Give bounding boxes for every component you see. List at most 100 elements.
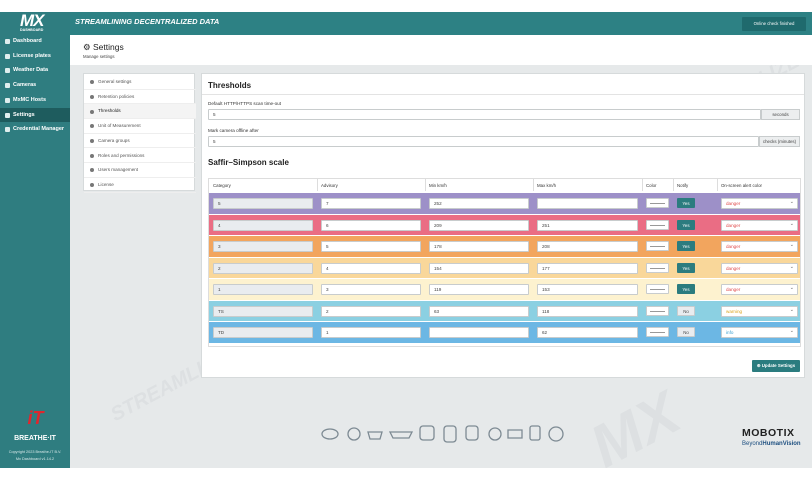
color-swatch	[650, 246, 665, 247]
cell-input[interactable]: 208	[537, 241, 638, 252]
color-swatch	[650, 289, 665, 290]
update-button[interactable]: ⊕ Update Settings	[752, 360, 800, 372]
logo-sub: DASHBOARD	[20, 28, 44, 32]
menu-item[interactable]: Thresholds	[84, 104, 196, 120]
nav-item[interactable]: Settings	[0, 108, 70, 122]
category-input[interactable]: 1	[213, 284, 313, 295]
category-input[interactable]: 3	[213, 241, 313, 252]
scale-table: Category Advisory Min km/h Max km/h Color Not…	[208, 178, 801, 347]
nav-item[interactable]: Cameras	[0, 78, 70, 92]
status-button[interactable]: Online check finished	[742, 17, 806, 31]
alert-select[interactable]: danger ⌄	[721, 198, 798, 209]
alert-select[interactable]: danger ⌄	[721, 241, 798, 252]
menu-item[interactable]: General settings	[84, 75, 196, 90]
category-input[interactable]: 2	[213, 262, 313, 274]
nav-item[interactable]: Dashboard	[0, 34, 70, 48]
mobotix-brand: MOBOTIX	[742, 427, 795, 439]
menu-item[interactable]: Camera groups	[84, 134, 196, 149]
category-input[interactable]: 5	[213, 198, 313, 209]
cell-input[interactable]: 7	[321, 198, 421, 209]
color-picker[interactable]	[646, 305, 669, 316]
alert-select[interactable]: info ⌄	[721, 327, 798, 338]
menu-icon	[90, 80, 94, 85]
color-picker[interactable]	[646, 198, 669, 208]
nav-item[interactable]: Credential Manager	[0, 122, 70, 136]
alert-select[interactable]: danger ⌄	[721, 219, 798, 231]
nav-item[interactable]: Weather Data	[0, 63, 70, 77]
color-picker[interactable]	[646, 262, 669, 273]
cell-input[interactable]: 1	[321, 327, 421, 338]
camera-icons	[321, 425, 564, 443]
field-input[interactable]: 5	[208, 136, 759, 147]
page-subtitle: Manage settings	[83, 54, 115, 59]
settings-menu: General settings Retention policies Thresh…	[83, 73, 196, 193]
cell-input[interactable]: 251	[537, 219, 638, 231]
color-swatch	[650, 310, 665, 312]
color-picker[interactable]	[646, 219, 669, 230]
version: Mx Dashboard v1.14.2	[15, 457, 55, 461]
cell-input[interactable]: 178	[429, 241, 529, 252]
alert-select[interactable]: danger ⌄	[721, 284, 798, 295]
cell-input[interactable]: 4	[321, 262, 421, 274]
cell-input[interactable]	[429, 327, 529, 338]
cell-input[interactable]: 3	[321, 284, 421, 295]
nav-label: Credential Manager	[13, 126, 65, 132]
table-row: 5 7 252 Yes danger ⌄	[209, 192, 800, 214]
category-input[interactable]: TD	[213, 327, 313, 338]
category-input[interactable]: 4	[213, 219, 313, 231]
notify-button[interactable]: Yes	[677, 241, 695, 251]
cell-input[interactable]: 209	[429, 219, 529, 231]
category-input[interactable]: TS	[213, 305, 313, 317]
select-arrow: ⌄	[789, 242, 794, 248]
cell-input[interactable]: 2	[321, 305, 421, 317]
copyright: Copyright 2023 Breathe-IT B.V.	[8, 450, 62, 454]
section-title: Thresholds	[208, 81, 252, 90]
menu-label: General settings	[98, 79, 132, 84]
cell-input[interactable]: 177	[537, 262, 638, 274]
table-row: 2 4 154 177 Yes danger ⌄	[209, 256, 800, 278]
slogan-b: HumanVision	[762, 441, 801, 447]
notify-button[interactable]: Yes	[677, 284, 695, 294]
top-bar	[70, 12, 812, 35]
nav-item[interactable]: License plates	[0, 49, 70, 63]
nav-icon	[5, 97, 10, 103]
menu-item[interactable]: Roles and permissions	[84, 149, 196, 164]
cell-input[interactable]: 154	[429, 262, 529, 274]
field-input[interactable]: 5	[208, 109, 761, 120]
color-picker[interactable]	[646, 241, 669, 251]
color-picker[interactable]	[646, 284, 669, 294]
notify-button[interactable]: No	[677, 327, 695, 337]
alert-select[interactable]: danger ⌄	[721, 262, 798, 274]
notify-button[interactable]: Yes	[677, 198, 695, 208]
update-label: Update Settings	[761, 363, 796, 368]
nav-item[interactable]: MxMC Hosts	[0, 93, 70, 107]
cell-input[interactable]: 252	[429, 198, 529, 209]
cell-input[interactable]: 153	[537, 284, 638, 295]
color-picker[interactable]	[646, 327, 669, 337]
cell-input[interactable]: 118	[537, 305, 638, 317]
menu-item[interactable]: Unit of Measurement	[84, 119, 196, 134]
column-rule	[673, 179, 674, 191]
select-arrow: ⌄	[789, 199, 794, 205]
cell-input[interactable]: 5	[321, 241, 421, 252]
menu-item[interactable]: Users management	[84, 163, 196, 178]
table-row: 4 6 209 251 Yes danger ⌄	[209, 213, 800, 235]
alert-select[interactable]: warning ⌄	[721, 305, 798, 317]
notify-button[interactable]: Yes	[677, 262, 695, 273]
brand-icon: iT	[27, 408, 44, 428]
notify-button[interactable]: No	[677, 305, 695, 316]
menu-item[interactable]: Retention policies	[84, 90, 196, 105]
nav-label: Settings	[13, 112, 35, 118]
menu-item[interactable]: License	[84, 178, 196, 193]
cell-input[interactable]: 62	[537, 327, 638, 338]
logo[interactable]: MX	[20, 11, 44, 30]
cell-input[interactable]: 119	[429, 284, 529, 295]
menu-icon	[90, 124, 94, 129]
cell-input[interactable]: 6	[321, 219, 421, 231]
nav-icon	[5, 112, 10, 118]
column-rule	[317, 179, 318, 191]
notify-button[interactable]: Yes	[677, 219, 695, 230]
cell-input[interactable]	[537, 198, 638, 209]
cell-input[interactable]: 63	[429, 305, 529, 317]
